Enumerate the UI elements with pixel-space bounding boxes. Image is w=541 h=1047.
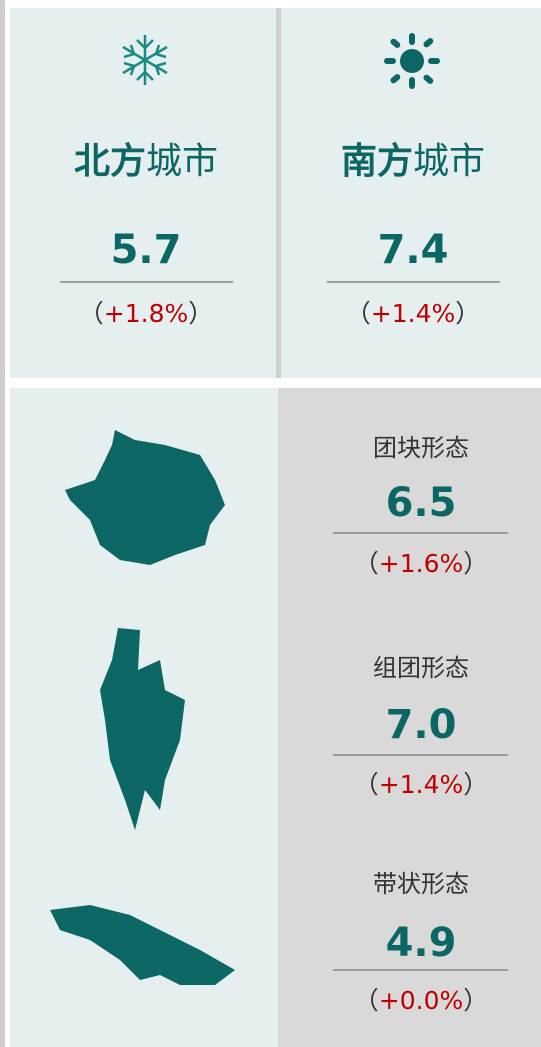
- divider: [276, 8, 281, 378]
- north-panel: [10, 8, 276, 378]
- value: 7.0: [386, 702, 457, 748]
- region-title: 北方城市: [74, 141, 218, 182]
- snowflake-icon: [122, 35, 168, 85]
- paren: ）: [188, 299, 213, 328]
- paren: ）: [463, 986, 488, 1015]
- region-bold: 南方: [341, 141, 413, 182]
- paren: ）: [455, 299, 480, 328]
- change: （+1.8%）: [79, 299, 214, 328]
- change-value: +1.4%: [379, 770, 463, 799]
- form-label: 团块形态: [373, 434, 469, 462]
- compact-map: [65, 430, 225, 565]
- sun-icon: [384, 33, 440, 89]
- change-value: +1.4%: [371, 299, 455, 328]
- paren: （: [354, 549, 379, 578]
- change: （+1.6%）: [354, 549, 489, 578]
- region-rest: 城市: [413, 141, 485, 182]
- change: （+1.4%）: [346, 299, 481, 328]
- change-value: +1.6%: [379, 549, 463, 578]
- paren: （: [354, 770, 379, 799]
- change-value: +1.8%: [104, 299, 188, 328]
- stat-column: [278, 388, 541, 1047]
- form-label: 带状形态: [373, 870, 469, 898]
- paren: ）: [463, 770, 488, 799]
- cluster-map: [100, 628, 185, 830]
- paren: （: [79, 299, 104, 328]
- region-title: 南方城市: [341, 141, 485, 182]
- paren: （: [354, 986, 379, 1015]
- value: 6.5: [386, 480, 457, 526]
- value: 5.7: [111, 227, 182, 273]
- value: 7.4: [378, 227, 449, 273]
- change: （+1.4%）: [354, 770, 489, 799]
- region-bold: 北方: [74, 141, 146, 182]
- region-rest: 城市: [146, 141, 218, 182]
- change: （+0.0%）: [354, 986, 489, 1015]
- value: 4.9: [386, 920, 457, 966]
- form-label: 组团形态: [373, 654, 469, 682]
- left-border: [0, 0, 5, 1047]
- change-value: +0.0%: [379, 986, 463, 1015]
- linear-map: [50, 905, 235, 985]
- paren: （: [346, 299, 371, 328]
- paren: ）: [463, 549, 488, 578]
